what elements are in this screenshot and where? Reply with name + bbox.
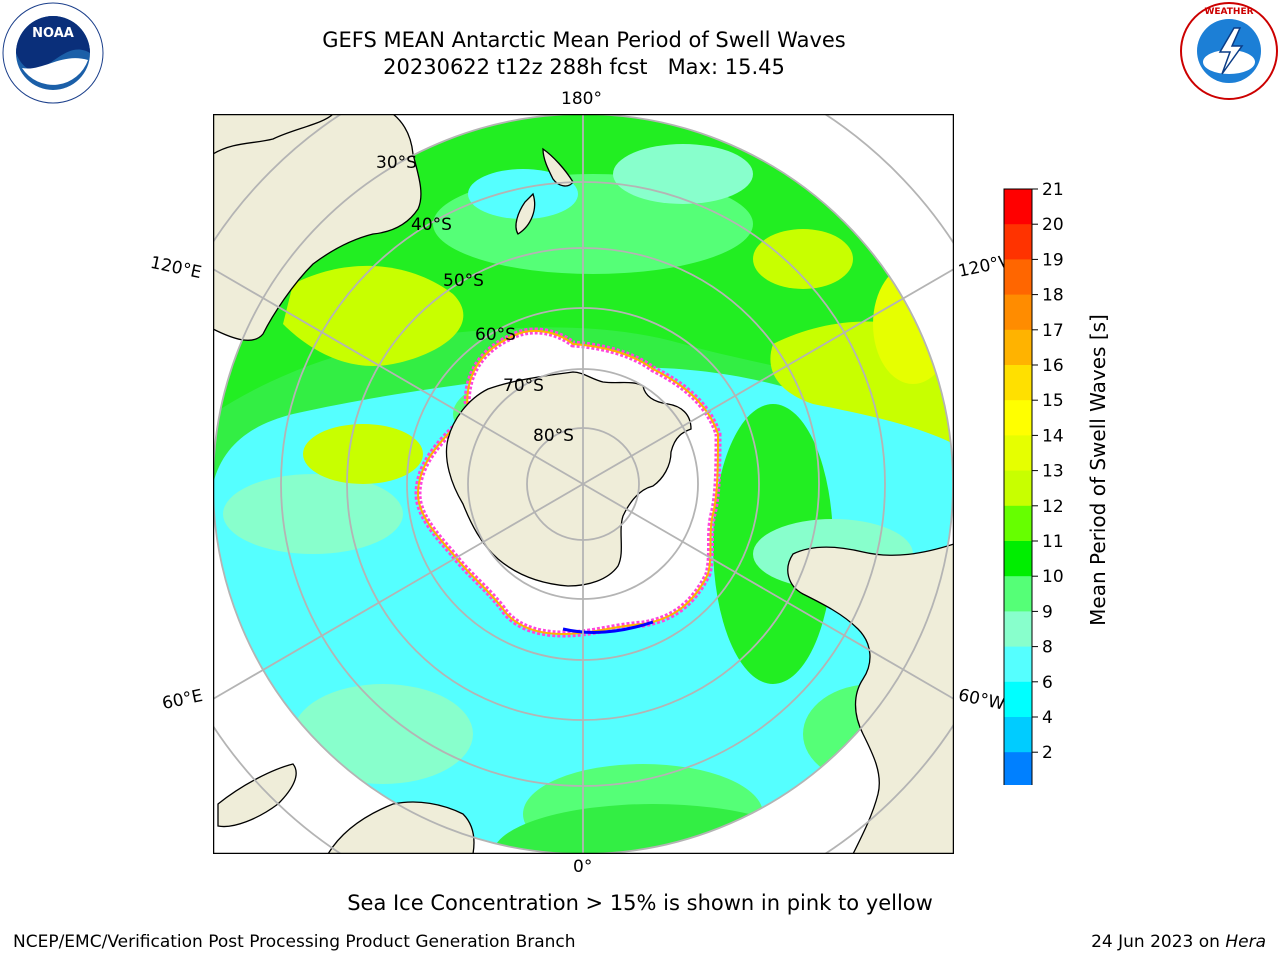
colorbar-outline	[1003, 188, 1033, 785]
colorbar-tick-label: 20	[1042, 215, 1064, 235]
polar-map: 30°S 40°S 50°S 60°S 70°S 80°S	[212, 113, 955, 855]
colorbar-tick-label: 8	[1042, 638, 1053, 658]
colorbar-segment	[1004, 189, 1032, 225]
antarctica-land	[445, 371, 692, 587]
colorbar-tick-label: 11	[1042, 532, 1064, 552]
colorbar-segment	[1004, 576, 1032, 612]
colorbar-segment	[1004, 611, 1032, 648]
colorbar-tick-label: 16	[1042, 356, 1064, 376]
colorbar-segment	[1004, 435, 1032, 472]
lon-label-top: 180°	[561, 89, 602, 109]
lat-label-70s: 70°S	[503, 376, 544, 396]
colorbar-segment	[1004, 646, 1032, 683]
lon-label-bottom: 0°	[573, 857, 593, 877]
colorbar-segment	[1004, 329, 1032, 366]
lat-label-30s: 30°S	[376, 153, 417, 173]
lon-label-upper-left: 120°E	[148, 252, 204, 284]
colorbar-tick-label: 10	[1042, 567, 1064, 587]
date-text: 24 Jun 2023 on	[1091, 932, 1220, 952]
colorbar-tick-label: 2	[1042, 743, 1053, 763]
colorbar-segment	[1004, 541, 1032, 577]
colorbar-segment	[1004, 470, 1032, 507]
colorbar-segment	[1004, 752, 1032, 785]
colorbar-segment	[1004, 681, 1032, 718]
colorbar-segment	[1004, 224, 1032, 260]
colorbar-tick-label: 13	[1042, 462, 1064, 482]
colorbar-tick-label: 9	[1042, 602, 1053, 622]
colorbar-tick-label: 18	[1042, 286, 1064, 306]
colorbar-segment	[1004, 259, 1032, 296]
africa-land	[327, 801, 475, 854]
colorbar-segment	[1004, 400, 1032, 436]
svg-text:NOAA: NOAA	[32, 26, 74, 41]
chart-subtitle: 20230622 t12z 288h fcst Max: 15.45	[383, 55, 785, 79]
colorbar-segment	[1004, 365, 1032, 401]
lat-label-40s: 40°S	[411, 215, 452, 235]
credit-text: NCEP/EMC/Verification Post Processing Pr…	[13, 932, 576, 952]
colorbar-tick-label: 4	[1042, 708, 1053, 728]
lat-label-50s: 50°S	[443, 271, 484, 291]
colorbar-tick-label: 12	[1042, 497, 1064, 517]
colorbar-tick-label: 14	[1042, 426, 1064, 446]
colorbar-segment	[1004, 505, 1032, 542]
south-america-land	[787, 543, 954, 854]
colorbar-tick-label: 6	[1042, 673, 1053, 693]
new-zealand-land	[542, 147, 574, 187]
colorbar-tick-label: 15	[1042, 391, 1064, 411]
chart-title: GEFS MEAN Antarctic Mean Period of Swell…	[322, 28, 846, 52]
graticule	[213, 114, 954, 854]
nws-logo: WEATHER	[1178, 0, 1280, 102]
host-name: Hera	[1225, 932, 1266, 952]
lat-label-60s: 60°S	[475, 325, 516, 345]
colorbar: 21 20 19 18 17 16 15 14 13 12 11 10 9 8 6 4 2	[1003, 180, 1064, 785]
date-stamp: 24 Jun 2023 on Hera	[1091, 932, 1266, 952]
colorbar-tick-label: 19	[1042, 250, 1064, 270]
colorbar-tick-label: 21	[1042, 180, 1064, 200]
svg-text:WEATHER: WEATHER	[1204, 7, 1253, 17]
sea-ice-note: Sea Ice Concentration > 15% is shown in …	[347, 891, 933, 915]
lat-label-80s: 80°S	[533, 426, 574, 446]
noaa-logo: NOAA	[2, 2, 104, 104]
colorbar-segment	[1004, 294, 1032, 331]
lon-label-lower-left: 60°E	[160, 685, 205, 715]
colorbar-segment	[1004, 717, 1032, 753]
colorbar-tick-label: 17	[1042, 321, 1064, 341]
colorbar-label: Mean Period of Swell Waves [s]	[1086, 314, 1110, 626]
